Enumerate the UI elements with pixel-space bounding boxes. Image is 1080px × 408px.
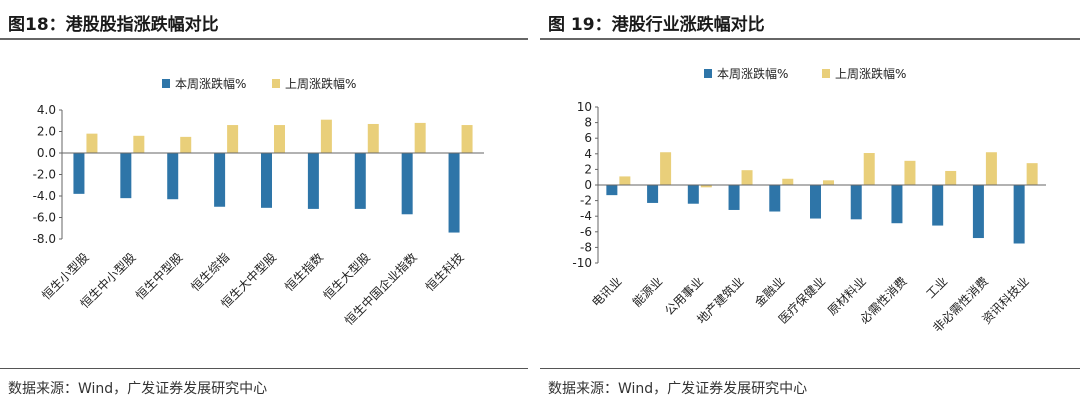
bar-last-week (823, 180, 834, 185)
bar-this-week (932, 185, 944, 226)
y-tick-label: -2 (580, 194, 592, 208)
category-label: 电讯业 (589, 274, 624, 309)
category-label: 能源业 (630, 274, 665, 309)
legend-swatch (704, 69, 712, 78)
left-chart-panel: 图18：港股股指涨跌幅对比 本周涨跌幅% 上周涨跌幅% 4.0 2.0 0.0 -2.0 -… (0, 0, 528, 408)
bar-last-week (227, 125, 239, 153)
bar-this-week (401, 153, 413, 215)
category-label: 工业 (923, 274, 950, 301)
bar-this-week (448, 153, 460, 233)
y-tick-label: 4 (584, 147, 592, 161)
legend-swatch (162, 79, 170, 88)
legend-label: 本周涨跌幅% (175, 76, 246, 91)
bar-this-week (728, 185, 740, 210)
data-source: 数据来源：Wind，广发证券发展研究中心 (548, 381, 808, 397)
title-rule (0, 38, 528, 40)
right-chart-panel: 图 19：港股行业涨跌幅对比 本周涨跌幅% 上周涨跌幅% 10 8 6 4 2 0 -2 -4 -6… (540, 0, 1080, 408)
y-tick-label: -2.0 (33, 168, 56, 182)
bar-last-week (700, 185, 712, 188)
y-tick-label: 2 (584, 162, 592, 176)
y-tick-label: 4.0 (37, 103, 56, 117)
bar-last-week (133, 135, 145, 153)
bar-last-week (274, 125, 285, 153)
bar-last-week (461, 125, 473, 153)
legend-swatch (272, 79, 280, 88)
bar-last-week (660, 152, 672, 185)
bar-last-week (945, 170, 957, 185)
bar-this-week (307, 153, 319, 209)
chart-title: 图18：港股股指涨跌幅对比 (8, 15, 219, 35)
category-label: 金融业 (751, 274, 787, 310)
legend-swatch (822, 69, 830, 78)
y-tick-label: -8 (580, 240, 592, 254)
legend-label: 上周涨跌幅% (285, 76, 356, 91)
bar-last-week (904, 160, 916, 185)
y-tick-label: -4.0 (33, 189, 56, 203)
index-change-chart: 本周涨跌幅% 上周涨跌幅%4.02.00.0-2.0-4.0-6.0-8.0恒生小… (33, 76, 484, 328)
title-rule (540, 38, 1080, 40)
y-tick-label: 6 (584, 131, 592, 145)
bar-this-week (810, 185, 821, 219)
source-rule (540, 368, 1080, 369)
bar-this-week (73, 153, 85, 194)
bar-this-week (606, 185, 618, 196)
y-tick-label: -4 (580, 209, 592, 223)
y-tick-label: 0.0 (37, 146, 56, 160)
data-source: 数据来源：Wind，广发证券发展研究中心 (8, 381, 268, 397)
bar-this-week (891, 185, 903, 224)
y-tick-label: 10 (577, 100, 592, 114)
category-label: 恒生中型股 (132, 250, 185, 303)
bar-this-week (850, 185, 862, 220)
source-rule (0, 368, 528, 369)
chart-title: 图 19：港股行业涨跌幅对比 (548, 15, 765, 35)
bar-last-week (1026, 163, 1038, 185)
category-label: 恒生科技 (423, 250, 467, 294)
y-tick-label: -6 (580, 225, 592, 239)
bar-last-week (320, 119, 332, 153)
category-label: 恒生指数 (281, 250, 326, 295)
bar-this-week (972, 185, 984, 239)
bar-this-week (354, 153, 366, 209)
bar-this-week (120, 153, 132, 199)
bar-this-week (1013, 185, 1025, 244)
bar-this-week (214, 153, 226, 207)
bar-this-week (687, 185, 699, 204)
bar-this-week (647, 185, 659, 203)
bar-last-week (741, 170, 753, 185)
bar-last-week (86, 133, 98, 153)
bar-last-week (367, 123, 379, 153)
y-tick-label: 0 (584, 178, 592, 192)
bar-last-week (863, 153, 875, 185)
y-tick-label: -10 (572, 256, 592, 270)
bar-this-week (167, 153, 179, 200)
y-tick-label: 2.0 (37, 125, 56, 139)
y-tick-label: 8 (584, 116, 592, 130)
y-tick-label: -8.0 (33, 232, 56, 246)
bar-this-week (261, 153, 272, 208)
bar-last-week (619, 176, 631, 185)
category-label: 恒生综指 (188, 250, 233, 295)
legend-label: 上周涨跌幅% (835, 66, 906, 81)
bar-last-week (414, 122, 426, 153)
bar-last-week (180, 136, 192, 153)
bar-last-week (782, 178, 794, 185)
bar-last-week (985, 152, 997, 185)
bar-this-week (769, 185, 781, 212)
y-tick-label: -6.0 (33, 211, 56, 225)
legend-label: 本周涨跌幅% (717, 66, 788, 81)
